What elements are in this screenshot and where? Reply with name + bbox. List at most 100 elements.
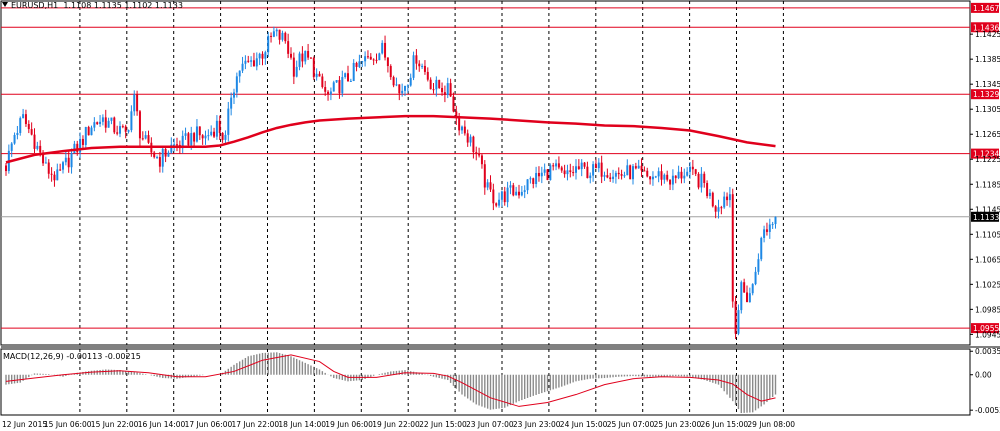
candle-body — [740, 282, 743, 311]
candle-body — [751, 284, 754, 294]
candle-body — [93, 122, 96, 128]
candle-body — [50, 173, 53, 175]
candle-body — [252, 60, 255, 67]
candle-body — [754, 271, 757, 285]
x-tick-label: 26 Jun 15:00 — [701, 420, 749, 429]
candle-body — [723, 196, 726, 208]
candle-body — [130, 111, 133, 131]
x-tick-label: 19 Jun 22:00 — [372, 420, 420, 429]
chevron-down-icon[interactable] — [2, 2, 8, 7]
candle-body — [461, 126, 463, 131]
candle-body — [153, 152, 156, 158]
candle-body — [503, 191, 506, 203]
macd-signal-line — [5, 354, 776, 407]
y-tick-label: 1.1105 — [975, 230, 1000, 239]
candle-body — [10, 143, 13, 151]
level-price-tag — [971, 323, 999, 334]
candle-body — [19, 118, 22, 133]
candle-body — [24, 114, 27, 124]
candle-body — [138, 111, 141, 139]
candle-body — [734, 301, 737, 334]
candle-body — [79, 138, 82, 153]
candle-body — [96, 122, 99, 125]
candle-body — [275, 29, 278, 32]
candle-body — [480, 155, 483, 165]
x-tick-label: 24 Jun 15:00 — [560, 420, 608, 429]
candle-body — [489, 182, 492, 190]
candle-body — [207, 135, 210, 137]
candle-body — [748, 293, 751, 303]
candle-body — [760, 237, 763, 260]
candle-body — [187, 133, 190, 146]
candle-body — [589, 175, 592, 179]
candle-body — [669, 179, 672, 185]
candle-body — [198, 126, 201, 136]
candle-body — [432, 89, 435, 91]
candle-body — [637, 165, 640, 169]
candle-body — [523, 190, 526, 192]
candle-body — [532, 178, 535, 184]
candle-body — [392, 77, 395, 86]
candle-body — [13, 135, 16, 144]
candle-body — [352, 62, 355, 81]
candle-body — [53, 174, 56, 181]
candle-body — [36, 145, 39, 149]
candle-body — [264, 52, 267, 59]
candle-body — [728, 194, 731, 201]
candle-body — [176, 144, 178, 146]
candle-body — [375, 59, 378, 61]
level-price-tag — [971, 89, 999, 100]
candle-body — [583, 162, 586, 167]
candle-body — [315, 73, 318, 78]
level-price-tag — [971, 2, 999, 13]
candle-body — [671, 175, 674, 185]
candle-body — [612, 176, 615, 180]
candle-body — [774, 216, 777, 225]
candle-body — [358, 61, 361, 67]
macd-panel: 0.00356 0.00 -0.00537 — [5, 347, 1000, 415]
candle-body — [708, 192, 711, 197]
candle-body — [626, 165, 629, 176]
candle-body — [119, 126, 121, 134]
candle-body — [506, 187, 509, 203]
candle-body — [290, 53, 292, 58]
candle-body — [136, 94, 139, 112]
candle-body — [651, 176, 654, 180]
candle-body — [361, 61, 364, 63]
candle-body — [649, 176, 652, 180]
candle-body — [555, 163, 558, 167]
candle-body — [458, 118, 461, 131]
candle-body — [304, 50, 307, 62]
candle-body — [267, 35, 270, 53]
candle-body — [617, 172, 620, 175]
candle-body — [443, 92, 446, 96]
candle-body — [694, 169, 697, 174]
candle-body — [569, 170, 572, 173]
candle-body — [466, 133, 469, 143]
candle-body — [101, 117, 104, 122]
candle-body — [56, 169, 59, 181]
candle-body — [597, 162, 600, 169]
candle-body — [372, 59, 375, 61]
candle-body — [62, 162, 64, 170]
candle-body — [133, 94, 136, 112]
macd-values: -0.00113 -0.00215 — [66, 352, 141, 361]
candle-body — [412, 55, 415, 78]
x-tick-label: 16 Jun 14:00 — [138, 420, 186, 429]
candle-body — [307, 50, 310, 58]
x-tick-label: 19 Jun 06:00 — [325, 420, 373, 429]
candle-body — [164, 148, 167, 157]
candle-body — [398, 84, 401, 94]
candle-body — [193, 133, 196, 142]
candle-body — [580, 162, 583, 170]
candle-body — [623, 175, 626, 177]
candle-body — [335, 80, 338, 83]
candle-body — [104, 117, 107, 128]
y-tick-label: 1.1425 — [975, 30, 1000, 39]
candle-body — [449, 83, 452, 97]
candle-body — [59, 169, 62, 171]
candle-body — [717, 207, 720, 212]
candle-body — [629, 165, 632, 180]
